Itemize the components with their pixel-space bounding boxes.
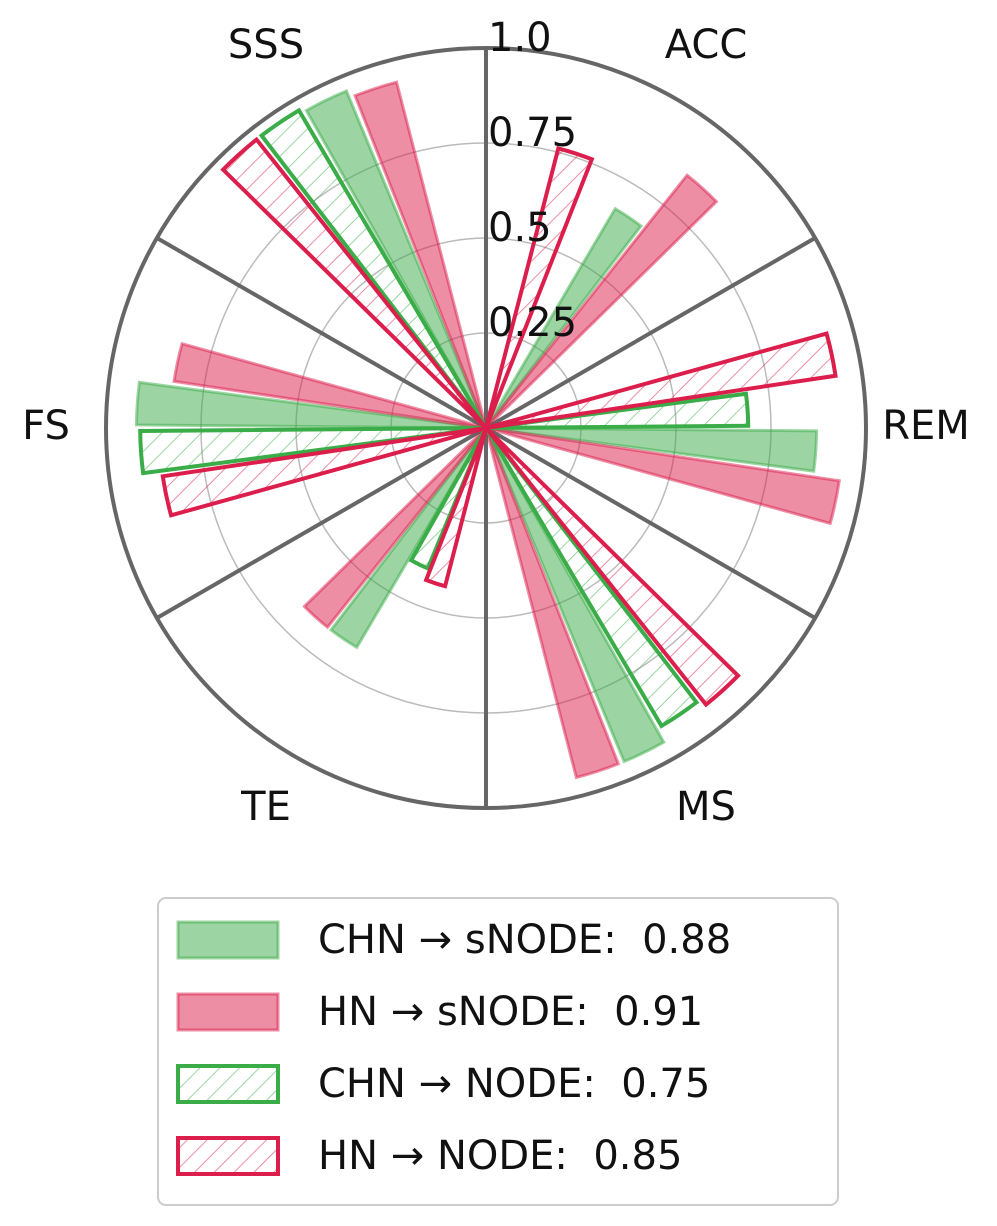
bar [484, 145, 595, 429]
bar [484, 173, 719, 430]
bar [485, 426, 819, 473]
bar [484, 427, 666, 764]
bar [134, 380, 487, 430]
bar [484, 426, 700, 729]
legend-label: HN → sNODE: 0.91 [318, 989, 703, 1035]
legend-swatch [176, 920, 280, 960]
r-tick-label: 0.75 [488, 110, 577, 156]
legend-label: CHN → sNODE: 0.88 [318, 917, 731, 963]
r-tick-label: 1.0 [488, 15, 552, 61]
r-tick-label: 0.5 [488, 205, 552, 251]
category-label: TE [240, 784, 291, 830]
category-label: REM [882, 403, 970, 449]
legend-label: HN → NODE: 0.85 [318, 1133, 682, 1179]
legend-label: CHN → NODE: 0.75 [318, 1061, 710, 1107]
bar [423, 427, 488, 589]
bar [328, 427, 488, 650]
category-label: SSS [228, 22, 304, 68]
bar [220, 136, 488, 430]
r-tick-label: 0.25 [488, 300, 577, 346]
bar [353, 80, 488, 429]
sector-divider [155, 426, 487, 620]
bar [484, 426, 741, 708]
bar [258, 107, 488, 430]
bar [484, 206, 644, 429]
polar-spine [104, 46, 868, 810]
category-label: MS [676, 784, 736, 830]
legend-box [157, 897, 839, 1206]
bar [172, 341, 487, 430]
bar [304, 89, 488, 429]
sector-divider [155, 236, 487, 430]
bar [485, 331, 838, 430]
bar [485, 426, 841, 526]
bar [484, 427, 621, 780]
bar [408, 427, 488, 572]
category-label: ACC [665, 22, 748, 68]
legend-swatch [176, 1136, 280, 1176]
bar [160, 426, 487, 518]
category-label: FS [22, 403, 70, 449]
bar [302, 426, 488, 630]
sector-divider [485, 236, 817, 430]
legend-swatch [176, 1064, 280, 1104]
sector-divider [485, 426, 817, 620]
legend-swatch [176, 992, 280, 1032]
